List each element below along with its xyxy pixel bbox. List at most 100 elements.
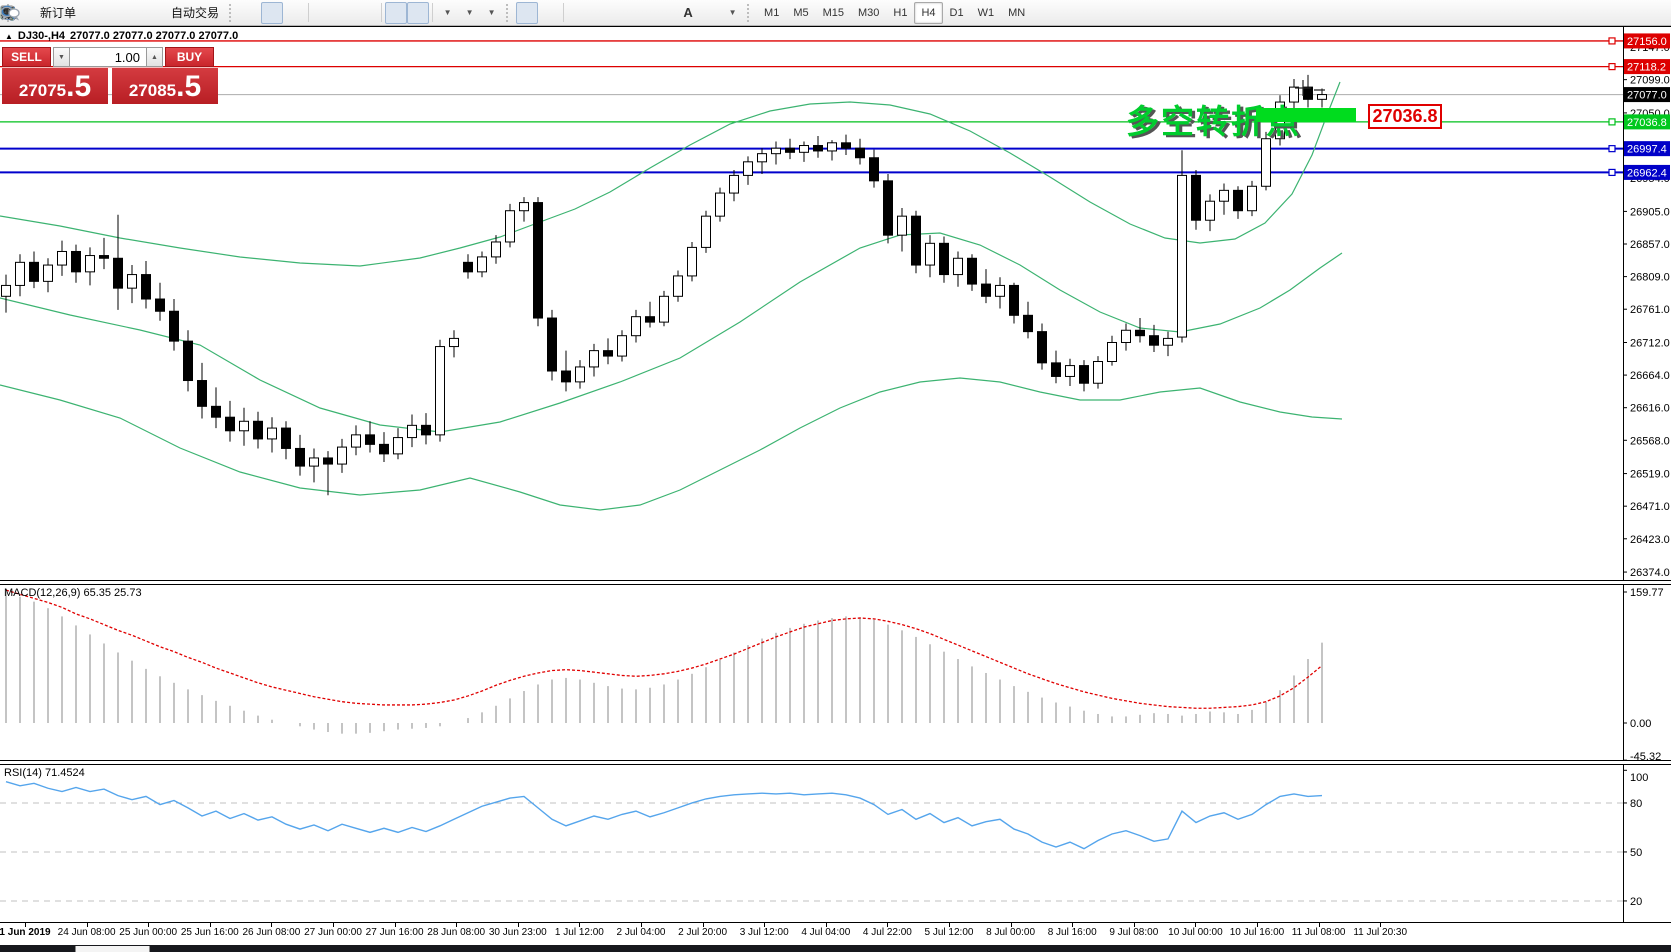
time-tick [825, 923, 827, 927]
sell-price-box[interactable]: 27075.5 [2, 68, 108, 104]
panel-separator-macd[interactable] [0, 580, 1671, 585]
time-tick [887, 923, 889, 927]
chart-shift-button[interactable] [1, 1, 430, 24]
autotrade-label[interactable]: 自动交易 [171, 6, 220, 20]
time-tick [702, 923, 704, 927]
time-axis[interactable]: 1 Jun 2019 24 Jun 08:00 25 Jun 00:00 25 Jun… [0, 922, 1671, 945]
svg-text:27036.8: 27036.8 [1627, 117, 1667, 129]
crosshair-tool-alt-button[interactable] [2, 2, 104, 24]
time-label: 8 Jul 16:00 [1047, 927, 1097, 938]
buy-price-box[interactable]: 27085.5 [112, 68, 218, 104]
new-order-button[interactable] [1, 2, 39, 24]
cursor-tool-button[interactable] [3, 1, 539, 24]
active-bottom-tab[interactable] [75, 946, 150, 952]
bottom-tab-strip[interactable] [0, 945, 1671, 952]
time-label: 8 Jul 00:00 [986, 927, 1036, 938]
time-tick [517, 923, 519, 927]
svg-text:26761.0: 26761.0 [1630, 304, 1670, 316]
axis-price-label: 27156.0 [1624, 33, 1670, 49]
time-label: 1 Jun 2019 [0, 927, 51, 938]
svg-text:26905.0: 26905.0 [1630, 206, 1670, 218]
indicators-button[interactable]: ▼ [1, 2, 458, 24]
panel-separator-rsi[interactable] [0, 760, 1671, 765]
svg-text:26568.0: 26568.0 [1630, 435, 1670, 447]
periods-button[interactable]: ▼ [1, 2, 480, 24]
svg-text:26962.4: 26962.4 [1627, 167, 1667, 179]
fibonacci-tool-button[interactable]: F [1, 2, 677, 24]
time-tick [456, 923, 458, 927]
sell-button[interactable]: SELL [2, 47, 51, 67]
svg-text:27118.2: 27118.2 [1627, 62, 1666, 74]
macd-panel-svg[interactable]: 159.77 0.00 -45.32 [0, 585, 1671, 760]
equidistant-channel-tool-button[interactable]: E [0, 2, 655, 24]
toolbar-grip[interactable] [747, 3, 753, 22]
signals-button[interactable] [4, 2, 148, 24]
arrows-tool-button[interactable]: ▼ [2, 2, 743, 24]
text-tool-button[interactable]: A [683, 5, 693, 20]
vertical-line-tool-button[interactable] [5, 2, 589, 24]
chart-window-border [0, 26, 1671, 27]
autotrade-button[interactable] [1, 2, 170, 24]
new-order-label[interactable]: 新订单 [40, 6, 77, 20]
volume-down-button[interactable]: ▼ [53, 47, 70, 67]
candlestick-mode-button[interactable] [1, 1, 284, 24]
time-label: 4 Jul 22:00 [862, 927, 912, 938]
toolbar: 新订单 自动交易 [0, 0, 1671, 26]
chat-icon [0, 6, 20, 21]
bar-chart-mode-button[interactable] [1, 2, 261, 24]
timeframe-h1[interactable]: H1 [893, 6, 908, 19]
toolbar-separator [308, 3, 310, 22]
highlight-bar[interactable] [1256, 108, 1356, 122]
time-tick [394, 923, 396, 927]
svg-text:26471.0: 26471.0 [1630, 501, 1670, 513]
timeframe-m30[interactable]: M30 [858, 6, 880, 19]
trendline-tool-button[interactable] [1, 2, 633, 24]
buy-price-frac: .5 [176, 70, 202, 103]
horizontal-line-tool-button[interactable] [1, 2, 611, 24]
time-tick [579, 923, 581, 927]
svg-text:27156.0: 27156.0 [1627, 36, 1667, 48]
volume-value[interactable]: 1.00 [70, 47, 146, 67]
svg-text:27077.0: 27077.0 [1627, 90, 1667, 102]
templates-button[interactable]: ▼ [0, 2, 502, 24]
search-button[interactable] [1, 2, 1640, 24]
rsi-panel-svg[interactable]: 100 80 50 20 [0, 765, 1671, 922]
time-tick [1318, 923, 1320, 927]
toolbar-grip[interactable] [229, 3, 235, 22]
chart-symbol: DJ30-,H4 [17, 30, 65, 42]
timeframe-d1[interactable]: D1 [949, 6, 964, 19]
market-watch-button[interactable] [0, 2, 126, 24]
svg-text:26374.0: 26374.0 [1630, 567, 1670, 579]
tile-windows-button[interactable] [1, 2, 378, 24]
svg-text:0.00: 0.00 [1630, 718, 1651, 730]
zoom-out-button[interactable] [1, 2, 356, 24]
crosshair-tool-button[interactable] [1, 2, 560, 24]
time-label: 26 Jun 08:00 [242, 927, 301, 938]
timeframe-m15[interactable]: M15 [822, 6, 844, 19]
time-label: 11 Jul 20:30 [1353, 927, 1408, 938]
sell-price-main: 27075 [18, 81, 67, 100]
svg-text:100: 100 [1630, 772, 1648, 784]
timeframe-mn[interactable]: MN [1008, 6, 1026, 19]
buy-button[interactable]: BUY [165, 47, 214, 67]
timeframe-m5[interactable]: M5 [793, 6, 809, 19]
time-tick [764, 923, 766, 927]
text-label-tool-button[interactable]: T [1, 2, 721, 24]
zoom-in-button[interactable] [1, 2, 334, 24]
price-tag-label[interactable]: 27036.8 [1368, 104, 1442, 129]
timeframe-m1[interactable]: M1 [764, 6, 780, 19]
time-label: 2 Jul 04:00 [616, 927, 666, 938]
toolbar-separator [381, 3, 383, 22]
main-chart-svg[interactable]: 27147.027099.027050.026954.026905.026857… [0, 27, 1671, 580]
collapse-triangle-icon[interactable]: ▲ [5, 31, 13, 41]
timeframe-h4[interactable]: H4 [914, 1, 943, 24]
toolbar-grip[interactable] [506, 3, 512, 22]
timeframe-w1[interactable]: W1 [977, 6, 995, 19]
time-label: 27 Jun 16:00 [365, 927, 424, 938]
line-chart-mode-button[interactable] [1, 2, 305, 24]
timeframe-bar: M1 M5 M15 M30 H1 H4 D1 W1 MN [757, 1, 1032, 24]
svg-text:20: 20 [1630, 896, 1642, 908]
auto-scroll-button[interactable] [1, 1, 408, 24]
volume-up-button[interactable]: ▲ [146, 47, 163, 67]
chat-button[interactable] [0, 2, 1662, 24]
